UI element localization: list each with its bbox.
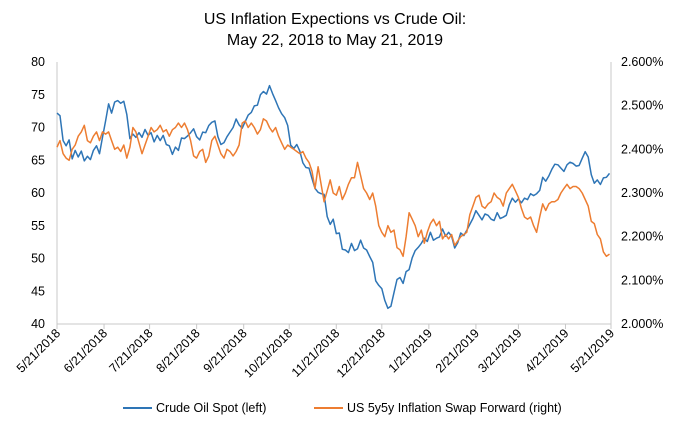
x-tick-label: 12/21/2018 (334, 326, 388, 380)
y-left-tick-label: 65 (31, 153, 45, 167)
plot-area: 40 45 50 55 60 65 70 75 80 2.000% 2.100% 2.200% 2.30… (14, 55, 664, 380)
x-tick-label: 4/21/2019 (522, 326, 571, 375)
y-left-tick-label: 80 (31, 55, 45, 69)
x-tick-label: 5/21/2019 (568, 326, 617, 375)
chart-title-line-1: US Inflation Expections vs Crude Oil: (204, 11, 466, 28)
x-tick-label: 7/21/2018 (106, 326, 155, 375)
x-tick-label: 1/21/2019 (386, 326, 435, 375)
y-left-tick-label: 50 (31, 252, 45, 266)
y-left-tick-label: 55 (31, 219, 45, 233)
y-right-tick-label: 2.500% (621, 99, 663, 113)
y-left-tick-label: 75 (31, 88, 45, 102)
x-tick-label: 8/21/2018 (154, 326, 203, 375)
crude-oil-series-line (56, 84, 611, 310)
inflation-swap-series-line (56, 118, 610, 258)
y-left-tick-label: 70 (31, 121, 45, 135)
x-tick-label: 6/21/2018 (61, 326, 110, 375)
y-right-tick-label: 2.300% (621, 186, 663, 200)
y-right-tick-label: 2.400% (621, 142, 663, 156)
y-right-tick-label: 2.000% (621, 317, 663, 331)
y-right-tick-label: 2.600% (621, 55, 663, 69)
legend: Crude Oil Spot (left) US 5y5y Inflation … (123, 401, 562, 415)
y-left-tick-label: 45 (31, 284, 45, 298)
x-tick-label: 2/21/2019 (433, 326, 482, 375)
y-left-tick-label: 40 (31, 317, 45, 331)
x-tick-label: 10/21/2018 (241, 326, 295, 380)
legend-label-inflation-swap: US 5y5y Inflation Swap Forward (right) (347, 401, 562, 415)
x-tick-label: 3/21/2019 (475, 326, 524, 375)
y-left-tick-label: 60 (31, 186, 45, 200)
legend-label-crude-oil: Crude Oil Spot (left) (156, 401, 266, 415)
y-right-tick-label: 2.100% (621, 273, 663, 287)
y-right-tick-label: 2.200% (621, 230, 663, 244)
chart-title-line-2: May 22, 2018 to May 21, 2019 (227, 32, 443, 49)
x-tick-label: 5/21/2018 (14, 326, 63, 375)
